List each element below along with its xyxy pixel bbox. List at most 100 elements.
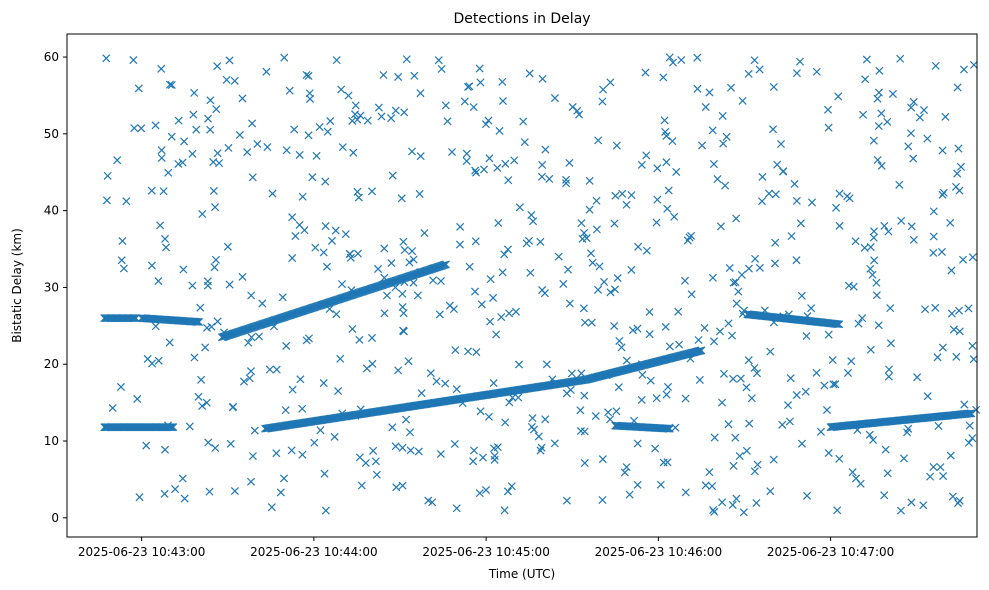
detection-marker — [832, 203, 841, 212]
detection-marker — [755, 65, 764, 74]
detection-marker — [585, 176, 594, 185]
track-detection-marker — [191, 317, 200, 326]
detection-marker — [634, 242, 643, 251]
detection-marker — [729, 461, 738, 470]
detection-marker — [347, 286, 356, 295]
track-detection-marker — [169, 423, 178, 432]
detection-marker — [729, 278, 738, 287]
detection-marker — [501, 159, 510, 168]
y-tick-label: 40 — [44, 204, 59, 218]
detection-marker — [633, 439, 642, 448]
x-tick-label: 2025-06-23 10:45:00 — [422, 545, 549, 559]
detection-marker — [372, 470, 381, 479]
detection-marker — [498, 268, 507, 277]
detection-marker — [773, 160, 782, 169]
detection-marker — [847, 357, 856, 366]
detection-marker — [562, 179, 571, 188]
detection-marker — [452, 504, 461, 513]
detection-marker — [929, 462, 938, 472]
detection-marker — [151, 322, 160, 331]
detection-marker — [907, 498, 916, 507]
detection-marker — [580, 228, 589, 238]
detection-marker — [953, 169, 962, 178]
detection-marker — [972, 405, 981, 414]
detection-marker — [567, 369, 576, 378]
detection-marker — [753, 460, 762, 469]
detection-marker — [795, 57, 805, 66]
detection-marker — [778, 167, 788, 176]
detection-marker — [151, 121, 160, 130]
detection-marker — [102, 196, 111, 205]
detection-marker — [732, 494, 741, 503]
detection-marker — [332, 310, 341, 319]
detection-marker — [398, 481, 407, 490]
detection-marker — [196, 303, 205, 312]
detection-marker — [617, 343, 626, 352]
detection-marker — [663, 458, 672, 467]
detection-marker — [202, 398, 211, 407]
detection-marker — [287, 446, 296, 455]
detection-marker — [306, 94, 315, 103]
track-detection-marker — [441, 260, 450, 269]
detection-marker — [489, 379, 498, 388]
detection-marker — [325, 304, 334, 314]
detection-marker — [486, 275, 495, 284]
detection-marker — [253, 139, 262, 149]
detection-marker — [416, 152, 425, 161]
detection-marker — [866, 264, 875, 273]
detection-marker — [188, 149, 197, 158]
detection-marker — [312, 151, 321, 160]
detection-marker — [675, 340, 684, 349]
detection-marker — [288, 254, 297, 263]
detection-marker — [397, 194, 406, 203]
detection-marker — [824, 448, 833, 458]
detection-marker — [206, 125, 215, 134]
detection-marker — [662, 158, 671, 167]
detection-marker — [803, 491, 812, 500]
detection-marker — [577, 219, 586, 228]
detection-marker — [160, 489, 169, 498]
detection-marker — [156, 221, 165, 230]
detection-marker — [398, 443, 407, 452]
detection-marker — [573, 106, 582, 115]
detection-marker — [939, 472, 948, 481]
detection-marker — [250, 426, 259, 435]
detection-marker — [276, 488, 285, 497]
detection-marker — [477, 300, 486, 309]
detection-marker — [349, 148, 358, 157]
detection-marker — [652, 218, 661, 227]
detection-marker — [353, 249, 362, 258]
detection-marker — [822, 405, 831, 415]
detection-marker — [637, 160, 646, 169]
detection-marker — [671, 423, 680, 432]
detection-marker — [180, 494, 189, 503]
detection-marker — [641, 68, 650, 77]
detection-marker — [886, 339, 895, 348]
detection-marker — [725, 263, 734, 273]
detection-marker — [750, 56, 759, 65]
detection-marker — [812, 368, 821, 377]
detection-marker — [662, 390, 671, 399]
detection-marker — [267, 503, 276, 512]
detection-marker — [729, 374, 738, 383]
detection-marker — [969, 355, 978, 364]
detection-marker — [520, 138, 529, 147]
detection-marker — [456, 222, 465, 231]
detection-marker — [747, 394, 756, 403]
detection-marker — [946, 218, 955, 227]
detection-marker — [416, 89, 425, 98]
detection-marker — [869, 227, 879, 236]
y-axis-ticks: 0 10 20 30 40 50 60 — [44, 50, 67, 525]
detection-marker — [728, 500, 737, 509]
detection-marker — [171, 485, 180, 494]
detection-marker — [858, 314, 867, 323]
detection-marker — [766, 347, 775, 356]
detection-marker — [351, 101, 360, 110]
detection-marker — [160, 445, 170, 454]
detection-marker — [522, 239, 531, 248]
track-detection-marker — [696, 346, 705, 355]
detection-marker — [207, 322, 216, 331]
detection-marker — [374, 264, 383, 273]
detection-marker — [738, 309, 747, 318]
detection-marker — [843, 192, 852, 201]
